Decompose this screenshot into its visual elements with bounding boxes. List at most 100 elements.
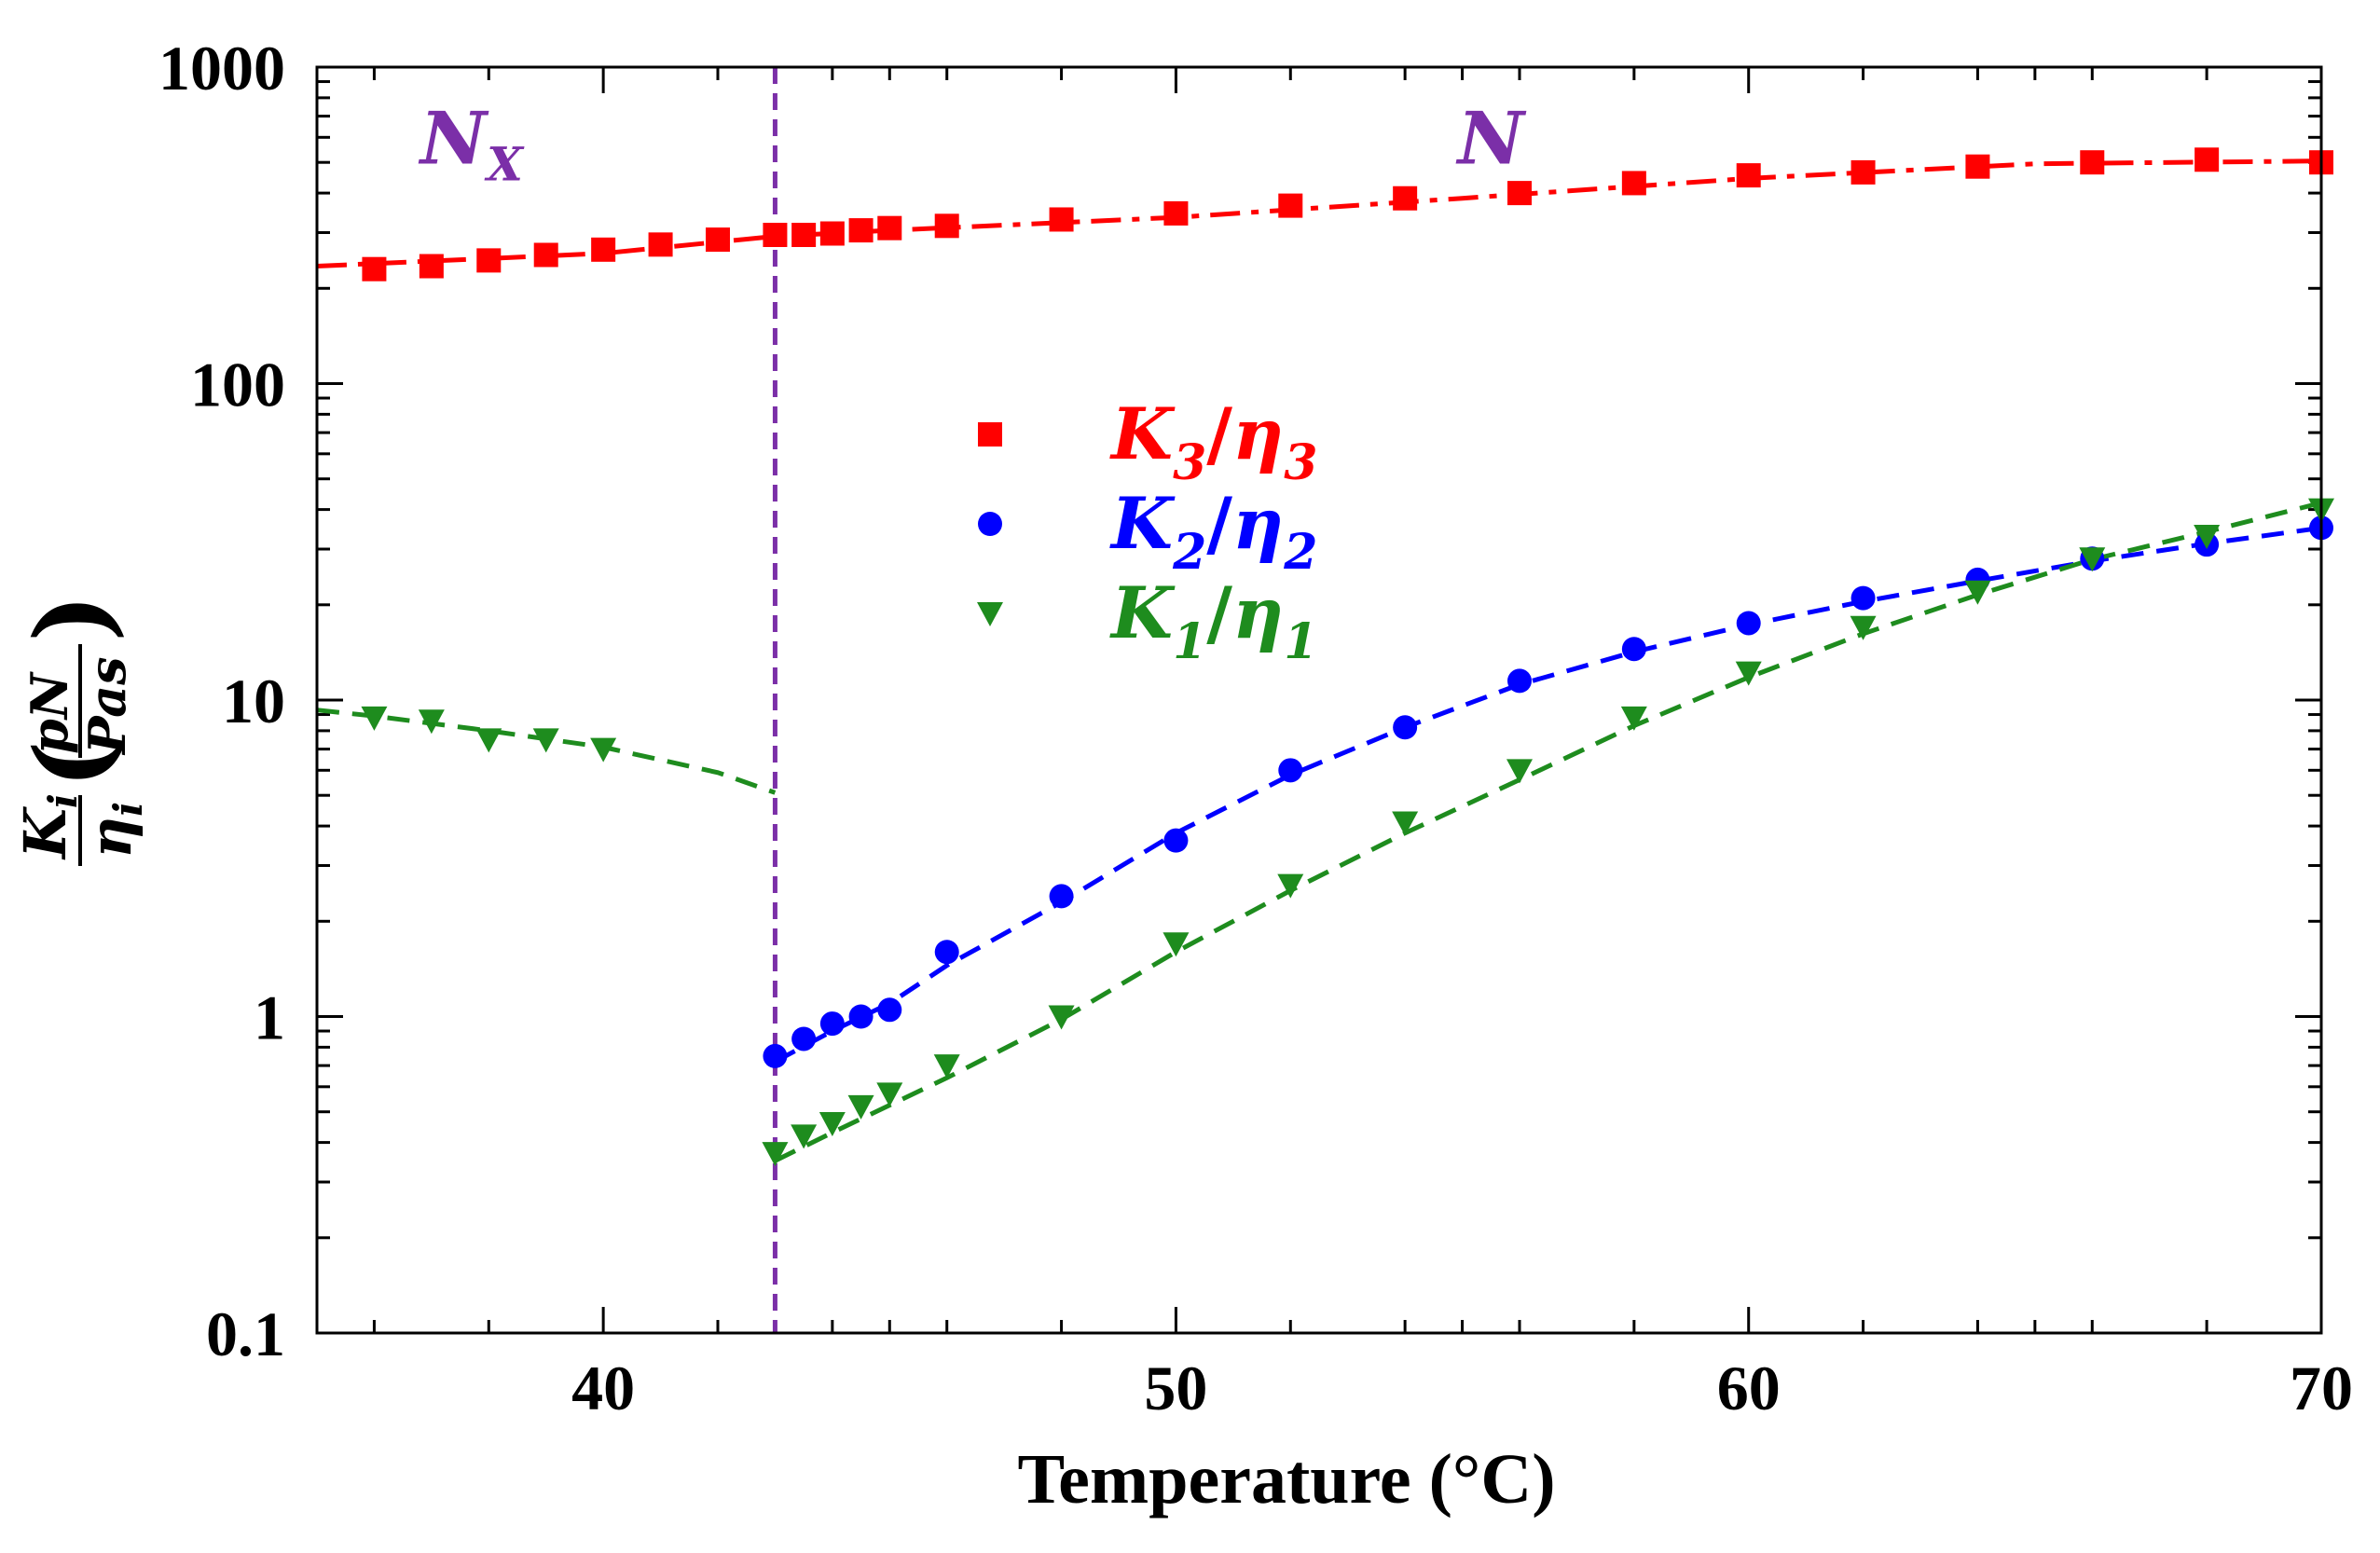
y-axis-title: Ki ηi ( pN Pas ): [11, 594, 151, 866]
phase-label-base: N: [1455, 96, 1527, 181]
legend-label-sub: 3: [1173, 434, 1206, 491]
legend-label-sub2: 2: [1283, 524, 1317, 581]
data-point: [1278, 193, 1303, 218]
data-point: [1392, 811, 1419, 836]
data-point: [2079, 547, 2106, 572]
data-point: [1620, 706, 1647, 731]
data-point: [1163, 200, 1189, 226]
data-point: [1506, 759, 1533, 784]
data-point: [591, 237, 616, 262]
data-point: [419, 254, 444, 279]
data-point: [476, 248, 502, 273]
x-tick-label: 60: [1717, 1353, 1781, 1423]
data-point: [819, 221, 845, 246]
x-tick-label: 50: [1144, 1353, 1207, 1423]
y-axis-title-paren-open: (: [12, 740, 132, 789]
data-point: [362, 256, 387, 282]
legend-label-base: K: [1109, 482, 1176, 565]
axis-ticks: [315, 65, 2323, 1335]
data-point: [590, 737, 617, 763]
data-point: [361, 706, 388, 731]
data-point: [934, 940, 959, 965]
legend-label-sub2: 3: [1284, 434, 1317, 491]
y-axis-title-unit-den: Pas: [77, 656, 137, 756]
data-point: [1621, 171, 1646, 196]
data-point: [1278, 758, 1303, 783]
data-point: [933, 1054, 960, 1079]
data-point: [1049, 884, 1074, 909]
y-axis-title-denominator: ηi: [76, 802, 151, 859]
data-point: [934, 213, 959, 239]
fit-line: [774, 525, 2322, 1065]
data-point: [876, 1082, 903, 1107]
data-point: [1507, 668, 1532, 694]
data-point: [648, 232, 673, 257]
legend-label-base2: η: [1232, 571, 1284, 654]
y-tick-label: 1: [254, 983, 285, 1053]
y-axis-title-num-base: K: [11, 806, 79, 860]
phase-label-sub: X: [484, 136, 525, 191]
legend-marker: [977, 602, 1003, 626]
data-point: [1965, 154, 1990, 179]
data-point: [848, 1004, 874, 1029]
data-point: [848, 218, 874, 243]
data-point: [533, 242, 558, 268]
plot-frame: [315, 65, 2323, 1335]
legend-label-sub2: 1: [1284, 613, 1317, 670]
data-point: [1393, 186, 1418, 211]
data-point: [1507, 181, 1532, 206]
data-point: [1163, 828, 1189, 853]
data-point: [819, 1011, 845, 1037]
phase-label: NX: [418, 96, 525, 191]
data-point: [2080, 150, 2105, 175]
data-point: [1735, 661, 1762, 686]
data-point: [1850, 585, 1876, 611]
data-point: [1964, 580, 1991, 605]
data-point: [877, 215, 902, 241]
legend-label: K2/η2: [1109, 482, 1317, 581]
data-point: [1736, 611, 1761, 636]
legend-label-base: K: [1109, 392, 1176, 475]
data-point: [877, 997, 902, 1023]
data-point: [1049, 207, 1074, 232]
y-axis-title-numerator: Ki: [11, 793, 86, 860]
legend-label: K3/η3: [1109, 392, 1317, 491]
legend-label-sep: /: [1206, 571, 1232, 654]
data-point: [763, 222, 788, 247]
data-point: [418, 709, 445, 735]
tick-labels: 40 50 60 70 0.1 1 10 100 1000: [158, 33, 2353, 1423]
y-tick-label: 1000: [158, 33, 285, 103]
phase-label: N: [1455, 96, 1527, 181]
data-point: [791, 1124, 818, 1149]
legend-label-sub: 2: [1172, 524, 1206, 581]
phase-labels: NX N: [418, 96, 1527, 191]
y-axis-title-den-sub: i: [105, 802, 151, 817]
legend-label-base: K: [1109, 571, 1176, 654]
legend-marker: [978, 422, 1002, 447]
data-point: [1850, 615, 1877, 640]
data-point: [763, 1043, 788, 1068]
data-point: [791, 1026, 817, 1051]
data-point: [847, 1094, 874, 1120]
y-axis-title-den-base: η: [76, 817, 144, 859]
data-point: [762, 1142, 789, 1167]
data-point: [1850, 159, 1876, 185]
data-point: [791, 222, 817, 247]
legend-label-base2: η: [1232, 482, 1284, 565]
data-markers: [361, 147, 2334, 1167]
x-tick-label: 70: [2290, 1353, 2353, 1423]
y-tick-label: 10: [222, 666, 285, 736]
legend-label-sub: 1: [1173, 613, 1206, 670]
data-point: [1162, 932, 1190, 957]
y-axis-title-unit-num: pN: [20, 670, 79, 754]
legend-marker: [978, 512, 1002, 536]
data-point: [532, 728, 559, 753]
data-point: [1621, 637, 1646, 662]
y-axis-title-paren-close: ): [12, 594, 132, 642]
y-axis-title-num-sub: i: [40, 793, 86, 808]
data-point: [1277, 873, 1304, 899]
data-point: [1393, 715, 1418, 740]
